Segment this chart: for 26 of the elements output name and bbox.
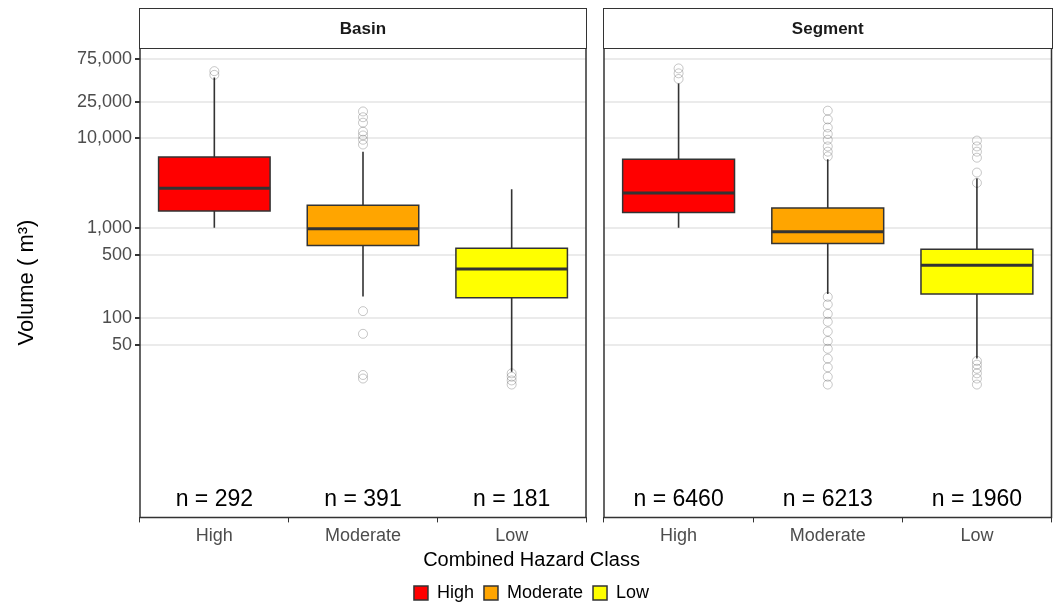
y-tick-label: 10,000 [76,126,132,147]
annotation: n = 181 [472,485,551,512]
legend-label: High [436,582,474,603]
annotation: n = 1960 [931,485,1022,512]
x-tick-label: High [660,525,698,546]
legend-title: Combined Hazard Class [423,547,640,570]
chart-title: Segment [603,8,1053,49]
x-tick-label: Low [960,525,995,546]
y-tick-label: 100 [101,306,132,327]
y-tick-label: 75,000 [76,48,132,69]
y-tick-label: 50 [111,333,132,354]
x-tick-label: Low [495,525,530,546]
annotation: n = 391 [324,485,402,512]
x-tick-label: High [195,525,233,546]
annotation: n = 6460 [633,485,724,512]
y-tick-label: 500 [101,243,132,264]
x-tick-label: Moderate [789,525,866,546]
y-axis-title: Volume ( m³) [13,219,39,346]
x-tick-label: Moderate [324,525,402,546]
chart-title: Basin [139,8,587,49]
annotation: n = 292 [175,485,254,512]
y-tick-label: 1,000 [86,216,132,237]
y-tick-label: 25,000 [76,91,132,112]
legend-label: Moderate [506,582,584,603]
legend-label: Low [616,582,651,603]
annotation: n = 6213 [782,485,873,512]
